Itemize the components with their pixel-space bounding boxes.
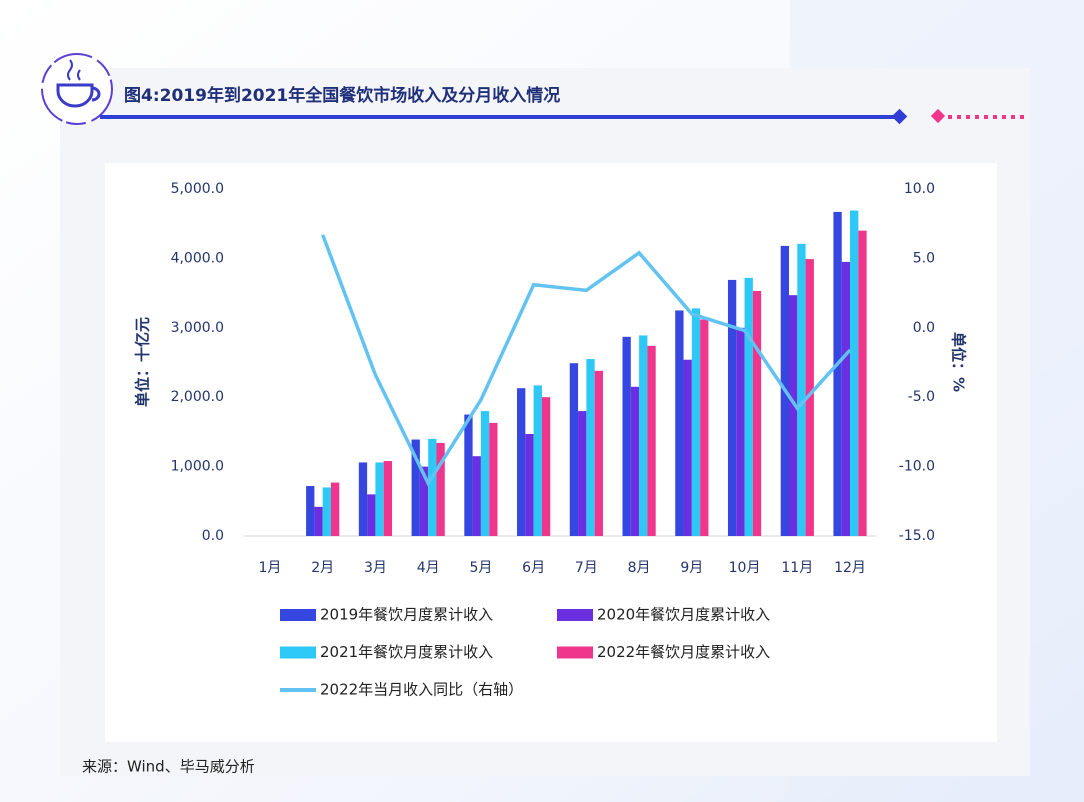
bar xyxy=(322,487,331,536)
line xyxy=(321,234,852,487)
y-tick-label: 5,000.0 xyxy=(171,181,224,197)
x-tick-label: 3月 xyxy=(364,560,387,576)
bar xyxy=(797,243,806,537)
legend-label: 2022年当月收入同比（右轴） xyxy=(320,681,523,699)
legend-label: 2020年餐饮月度累计收入 xyxy=(597,606,770,624)
y2-tick-label: -15.0 xyxy=(899,528,935,544)
legend-label: 2019年餐饮月度累计收入 xyxy=(320,606,493,624)
bar xyxy=(850,210,859,536)
icon-ring xyxy=(41,53,113,125)
bar xyxy=(306,486,315,536)
bar xyxy=(744,277,753,536)
cup-icon xyxy=(56,83,101,108)
y-tick-label: 3,000.0 xyxy=(171,320,224,336)
x-tick-label: 9月 xyxy=(680,560,703,576)
bar xyxy=(833,211,842,537)
bar xyxy=(858,230,867,536)
legend-label: 2022年餐饮月度累计收入 xyxy=(597,643,770,661)
x-tick-label: 12月 xyxy=(834,560,866,576)
bar xyxy=(472,456,481,536)
bar xyxy=(517,388,526,536)
y-axis-label: 单位：十亿元 xyxy=(134,317,152,407)
bar xyxy=(331,482,340,536)
bar xyxy=(533,385,542,536)
steam-icon xyxy=(67,59,81,81)
bar xyxy=(367,494,376,536)
bar xyxy=(639,335,648,536)
y-tick-label: 1,000.0 xyxy=(171,459,224,475)
x-tick-label: 8月 xyxy=(628,560,651,576)
bar xyxy=(569,363,579,536)
source: 来源：Wind、毕马威分析 xyxy=(82,758,255,776)
bar xyxy=(691,308,701,536)
bar xyxy=(622,336,631,536)
bar xyxy=(841,261,851,536)
header-diamond-pink xyxy=(930,108,946,124)
bar xyxy=(630,386,640,536)
bar xyxy=(647,345,656,536)
bar xyxy=(375,462,384,536)
y2-tick-label: -10.0 xyxy=(899,459,935,475)
bar xyxy=(314,506,323,536)
x-tick-label: 4月 xyxy=(417,560,440,576)
bar xyxy=(578,411,587,536)
bar xyxy=(436,443,445,536)
bar xyxy=(464,414,473,536)
bar xyxy=(411,439,420,536)
bar xyxy=(736,327,745,536)
y2-tick-label: 10.0 xyxy=(904,181,935,197)
y2-tick-label: 5.0 xyxy=(913,250,935,266)
legend-swatch xyxy=(557,646,593,659)
bar xyxy=(675,310,684,536)
bar xyxy=(383,461,393,536)
legend-swatch xyxy=(280,609,316,621)
bar xyxy=(525,433,534,536)
bar xyxy=(683,359,692,536)
bar xyxy=(727,279,737,536)
bar xyxy=(700,319,709,536)
bar xyxy=(752,291,762,536)
legend-swatch xyxy=(557,609,593,621)
y-tick-label: 0.0 xyxy=(202,528,224,544)
bar xyxy=(594,370,603,536)
y2-tick-label: -5.0 xyxy=(908,389,935,405)
x-tick-label: 7月 xyxy=(575,560,598,576)
y-tick-label: 2,000.0 xyxy=(171,389,224,405)
chart-title: 图4:2019年到2021年全国餐饮市场收入及分月收入情况 xyxy=(124,85,560,106)
bar xyxy=(789,295,798,536)
y2-axis-label: 单位：% xyxy=(950,332,968,392)
x-tick-label: 5月 xyxy=(469,560,492,576)
x-tick-label: 10月 xyxy=(729,560,761,576)
bar xyxy=(541,397,551,536)
bar xyxy=(480,411,490,536)
x-tick-label: 6月 xyxy=(522,560,545,576)
legend-swatch xyxy=(280,646,316,659)
bar xyxy=(805,259,814,536)
bar xyxy=(428,438,437,536)
y2-tick-label: 0.0 xyxy=(913,320,935,336)
bar xyxy=(419,466,429,536)
x-tick-label: 1月 xyxy=(259,560,282,576)
y-tick-label: 4,000.0 xyxy=(171,250,224,266)
x-tick-label: 11月 xyxy=(781,560,813,576)
bar xyxy=(489,422,498,536)
x-tick-label: 2月 xyxy=(311,560,334,576)
bar xyxy=(358,462,368,536)
legend-label: 2021年餐饮月度累计收入 xyxy=(320,643,493,661)
bar xyxy=(586,359,595,536)
